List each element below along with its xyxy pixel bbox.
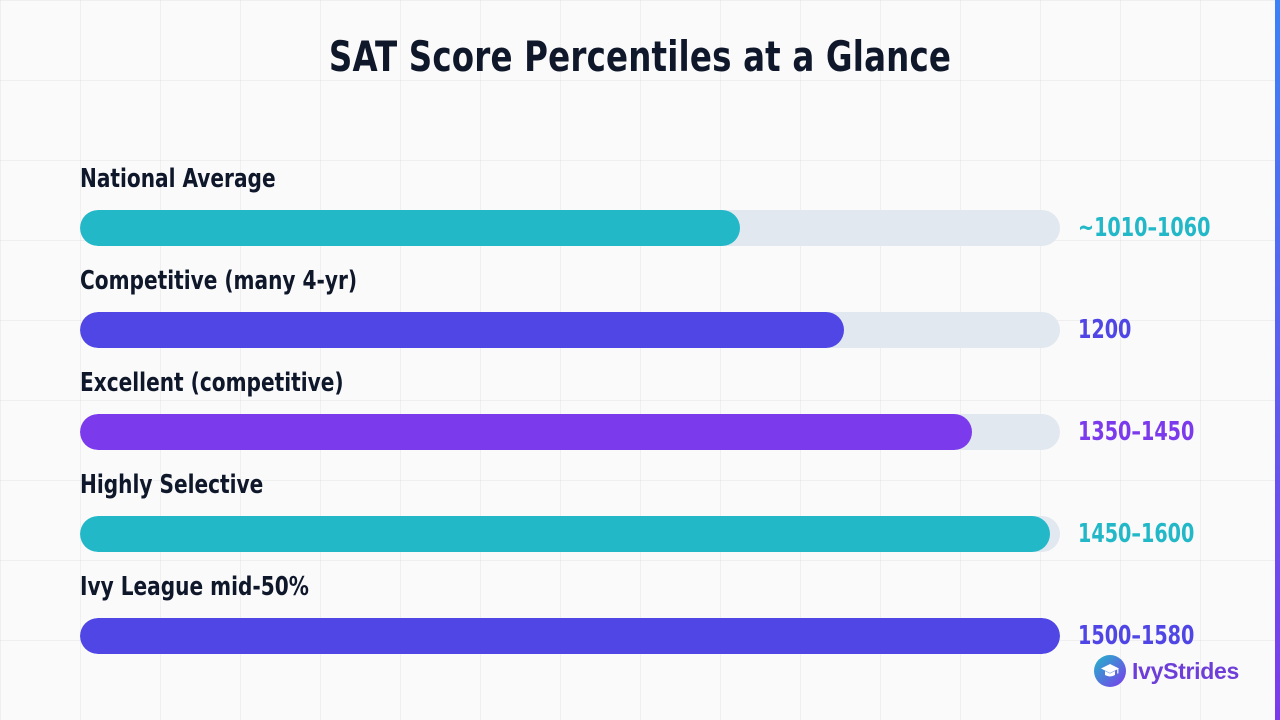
- bar-track: [80, 312, 1060, 348]
- bar-label: Competitive (many 4-yr): [80, 266, 358, 296]
- bar-fill: [80, 618, 1060, 654]
- bar-label: Ivy League mid-50%: [80, 572, 309, 602]
- bar-value-label: 1450–1600: [1078, 519, 1195, 549]
- right-accent-stripe: [1275, 0, 1280, 720]
- brand-name: IvyStrides: [1132, 657, 1239, 684]
- bar-value-label: 1350–1450: [1078, 417, 1195, 447]
- brand: IvyStrides: [1094, 655, 1239, 687]
- bar-value-label: 1200: [1078, 315, 1132, 345]
- bar-fill: [80, 414, 972, 450]
- chart-title: SAT Score Percentiles at a Glance: [328, 32, 952, 81]
- bar-value-label: 1500–1580: [1078, 621, 1195, 651]
- bar-track: [80, 414, 1060, 450]
- bar-track: [80, 618, 1060, 654]
- bar-fill: [80, 210, 740, 246]
- bar-value-label: ~1010–1060: [1078, 213, 1211, 243]
- bar-track: [80, 516, 1060, 552]
- bar-track: [80, 210, 1060, 246]
- bar-label: Highly Selective: [80, 470, 264, 500]
- bar-label: Excellent (competitive): [80, 368, 344, 398]
- bar-fill: [80, 312, 845, 348]
- bar-label: National Average: [80, 164, 276, 194]
- bar-fill: [80, 516, 1051, 552]
- graduation-cap-icon: [1094, 655, 1126, 687]
